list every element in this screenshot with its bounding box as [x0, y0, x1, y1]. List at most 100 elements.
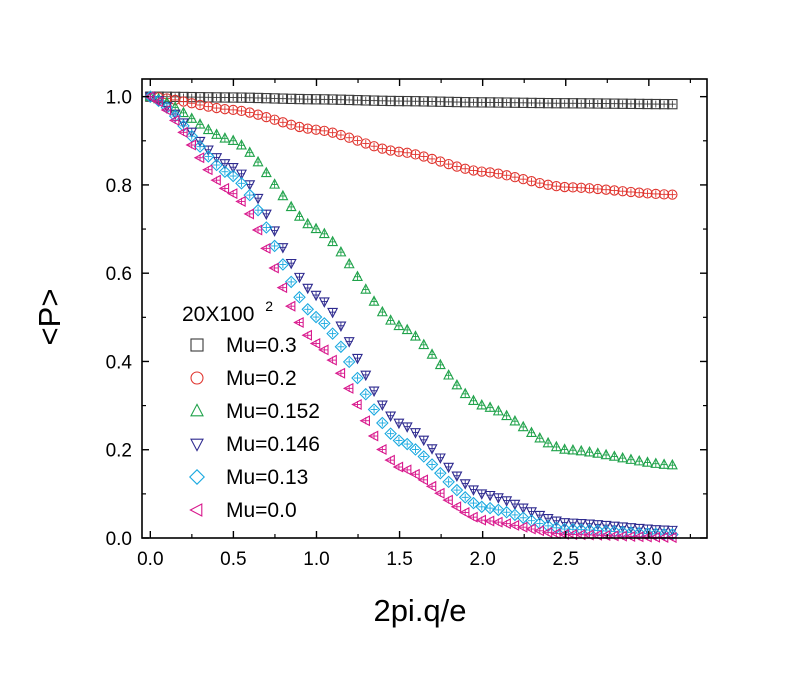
- data-point: [400, 464, 412, 476]
- data-point: [310, 290, 322, 302]
- data-point: [277, 189, 289, 201]
- legend-marker: [190, 438, 204, 452]
- data-point: [418, 435, 430, 447]
- legend-title-superscript: 2: [265, 298, 273, 314]
- data-point: [551, 98, 562, 109]
- data-point: [367, 430, 379, 442]
- data-point: [319, 94, 330, 105]
- data-point: [344, 94, 355, 106]
- data-point: [243, 188, 257, 202]
- data-point: [284, 300, 296, 312]
- data-point: [468, 165, 479, 176]
- data-point: [525, 523, 536, 535]
- data-point: [650, 188, 661, 200]
- legend-label: Mu=0.146: [226, 433, 320, 456]
- data-point: [526, 176, 537, 187]
- data-point: [409, 330, 421, 341]
- x-tick-label: 0.5: [220, 549, 246, 570]
- data-point: [269, 178, 281, 189]
- data-point: [193, 140, 207, 153]
- data-point: [211, 153, 223, 164]
- data-point: [352, 95, 363, 106]
- data-point: [525, 507, 538, 518]
- data-point: [617, 522, 629, 533]
- data-point: [236, 105, 247, 117]
- data-point: [310, 222, 322, 234]
- data-point: [385, 95, 396, 107]
- data-point: [185, 139, 196, 151]
- data-point: [227, 134, 239, 145]
- data-point: [293, 316, 304, 328]
- data-point: [484, 167, 496, 178]
- data-point: [559, 98, 570, 109]
- data-point: [650, 98, 661, 110]
- data-point: [385, 411, 397, 422]
- data-point: [202, 150, 215, 163]
- legend-marker: [190, 371, 204, 385]
- data-point: [500, 518, 511, 530]
- y-tick-label: 0.6: [106, 264, 132, 285]
- data-point: [178, 96, 189, 107]
- data-point: [293, 272, 305, 284]
- legend-title: 20X100 2: [182, 298, 273, 326]
- data-point: [301, 303, 315, 316]
- data-point: [302, 123, 313, 134]
- data-point: [309, 310, 323, 324]
- data-point: [327, 94, 338, 105]
- data-point: [509, 171, 521, 183]
- data-point: [442, 475, 455, 489]
- data-point: [368, 95, 380, 106]
- data-point: [384, 427, 397, 440]
- data-point: [400, 437, 414, 451]
- data-point: [493, 97, 504, 108]
- data-point: [625, 98, 637, 109]
- data-point: [392, 434, 406, 447]
- data-point: [592, 183, 603, 195]
- data-point: [459, 387, 471, 399]
- data-point: [318, 317, 331, 330]
- data-point: [376, 416, 389, 430]
- data-point: [218, 182, 230, 194]
- data-point: [492, 404, 504, 416]
- data-point: [500, 505, 513, 519]
- data-point: [518, 174, 529, 185]
- data-point: [658, 458, 670, 469]
- data-point: [335, 321, 347, 332]
- data-point: [327, 307, 339, 319]
- data-point: [642, 188, 653, 199]
- data-point: [600, 98, 612, 109]
- data-point: [550, 440, 562, 452]
- data-point: [309, 338, 321, 350]
- data-point: [202, 145, 214, 157]
- data-point: [492, 493, 504, 504]
- data-point: [401, 323, 413, 335]
- data-point: [617, 451, 629, 463]
- data-point: [583, 445, 596, 457]
- data-point: [194, 136, 206, 148]
- legend-label: Mu=0.13: [226, 466, 308, 489]
- data-point: [451, 378, 463, 390]
- data-point: [509, 97, 521, 108]
- data-point: [318, 344, 329, 356]
- data-point: [467, 394, 479, 406]
- data-point: [493, 168, 504, 179]
- data-point: [600, 520, 612, 532]
- data-point: [476, 489, 488, 500]
- data-point: [608, 450, 620, 461]
- data-point: [385, 145, 396, 156]
- y-tick-label: 0.4: [106, 352, 133, 373]
- data-point: [667, 189, 678, 200]
- data-point: [609, 185, 620, 196]
- data-point: [583, 519, 596, 530]
- data-point: [409, 428, 421, 439]
- data-point: [567, 98, 579, 109]
- data-point: [302, 94, 313, 105]
- data-point: [467, 511, 478, 523]
- data-point: [251, 203, 265, 217]
- y-tick-label: 0.2: [106, 441, 132, 462]
- data-point: [318, 227, 330, 239]
- data-point: [450, 483, 464, 497]
- data-point: [293, 210, 305, 221]
- data-point: [460, 163, 471, 174]
